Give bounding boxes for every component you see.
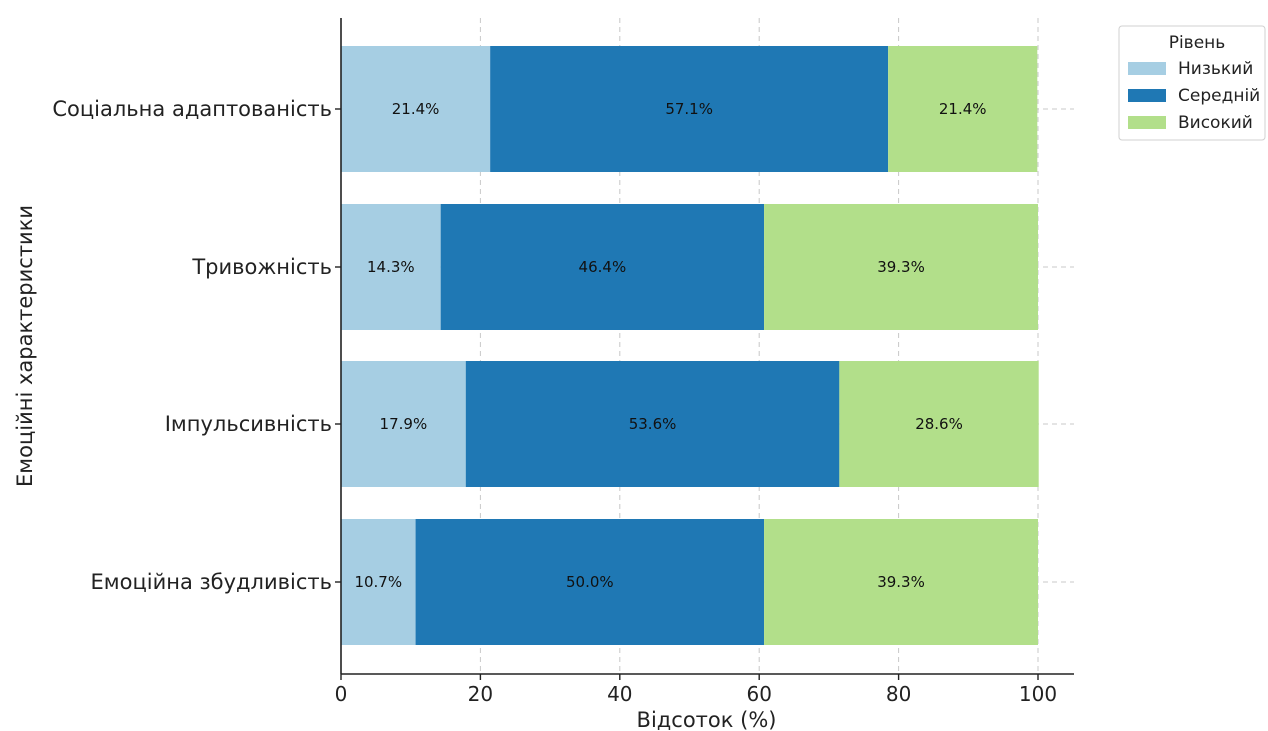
- bar-3-1: [415, 519, 765, 645]
- bar-label-1-2: 39.3%: [877, 258, 925, 276]
- x-tick-label-20: 20: [468, 682, 493, 706]
- x-tick-label-80: 80: [886, 682, 911, 706]
- bar-2-1: [465, 361, 840, 487]
- bar-label-3-1: 50.0%: [566, 573, 614, 591]
- legend-swatch-0: [1128, 62, 1166, 75]
- bar-label-0-1: 57.1%: [665, 100, 713, 118]
- bar-label-3-2: 39.3%: [877, 573, 925, 591]
- bar-0-1: [490, 46, 889, 172]
- bar-label-0-0: 21.4%: [392, 100, 440, 118]
- y-tick-label-0: Соціальна адаптованість: [52, 97, 332, 121]
- bar-1-1: [440, 204, 765, 330]
- legend-label-2: Високий: [1178, 113, 1253, 133]
- legend-swatch-2: [1128, 116, 1166, 129]
- bar-1-0: [341, 204, 441, 330]
- x-tick-label-0: 0: [335, 682, 348, 706]
- bar-1-2: [764, 204, 1038, 330]
- legend-title: Рівень: [1169, 33, 1226, 53]
- y-tick-label-2: Імпульсивність: [165, 412, 332, 436]
- bar-label-1-0: 14.3%: [367, 258, 415, 276]
- bar-2-0: [341, 361, 466, 487]
- y-axis-title: Емоційні характеристики: [13, 205, 37, 487]
- legend-box: [1118, 25, 1266, 141]
- bar-3-0: [341, 519, 416, 645]
- bar-label-0-2: 21.4%: [939, 100, 987, 118]
- bar-label-2-1: 53.6%: [629, 415, 677, 433]
- axes-layer: Соціальна адаптованість Тривожність Імпуль…: [52, 18, 1074, 706]
- legend-label-0: Низький: [1178, 59, 1253, 79]
- bar-0-2: [888, 46, 1038, 172]
- bar-2-2: [839, 361, 1039, 487]
- legend-swatch-1: [1128, 89, 1166, 102]
- x-tick-label-40: 40: [607, 682, 632, 706]
- x-axis-title: Відсоток (%): [637, 708, 777, 731]
- legend: Рівень Низький Середній Високий: [1118, 25, 1266, 141]
- bar-label-2-0: 17.9%: [380, 415, 428, 433]
- x-tick-label-100: 100: [1019, 682, 1057, 706]
- bar-label-1-1: 46.4%: [579, 258, 627, 276]
- y-tick-label-3: Емоційна збудливість: [90, 570, 332, 594]
- y-tick-label-1: Тривожність: [191, 255, 332, 279]
- labels-layer: 21.4% 57.1% 21.4% 14.3% 46.4% 39.3% 17.9% 53.6%…: [354, 100, 986, 591]
- bar-3-2: [764, 519, 1038, 645]
- legend-label-1: Середній: [1178, 86, 1260, 106]
- bar-label-3-0: 10.7%: [354, 573, 402, 591]
- bars-layer: [341, 46, 1039, 645]
- bar-label-2-2: 28.6%: [915, 415, 963, 433]
- x-tick-label-60: 60: [746, 682, 771, 706]
- bar-0-0: [341, 46, 491, 172]
